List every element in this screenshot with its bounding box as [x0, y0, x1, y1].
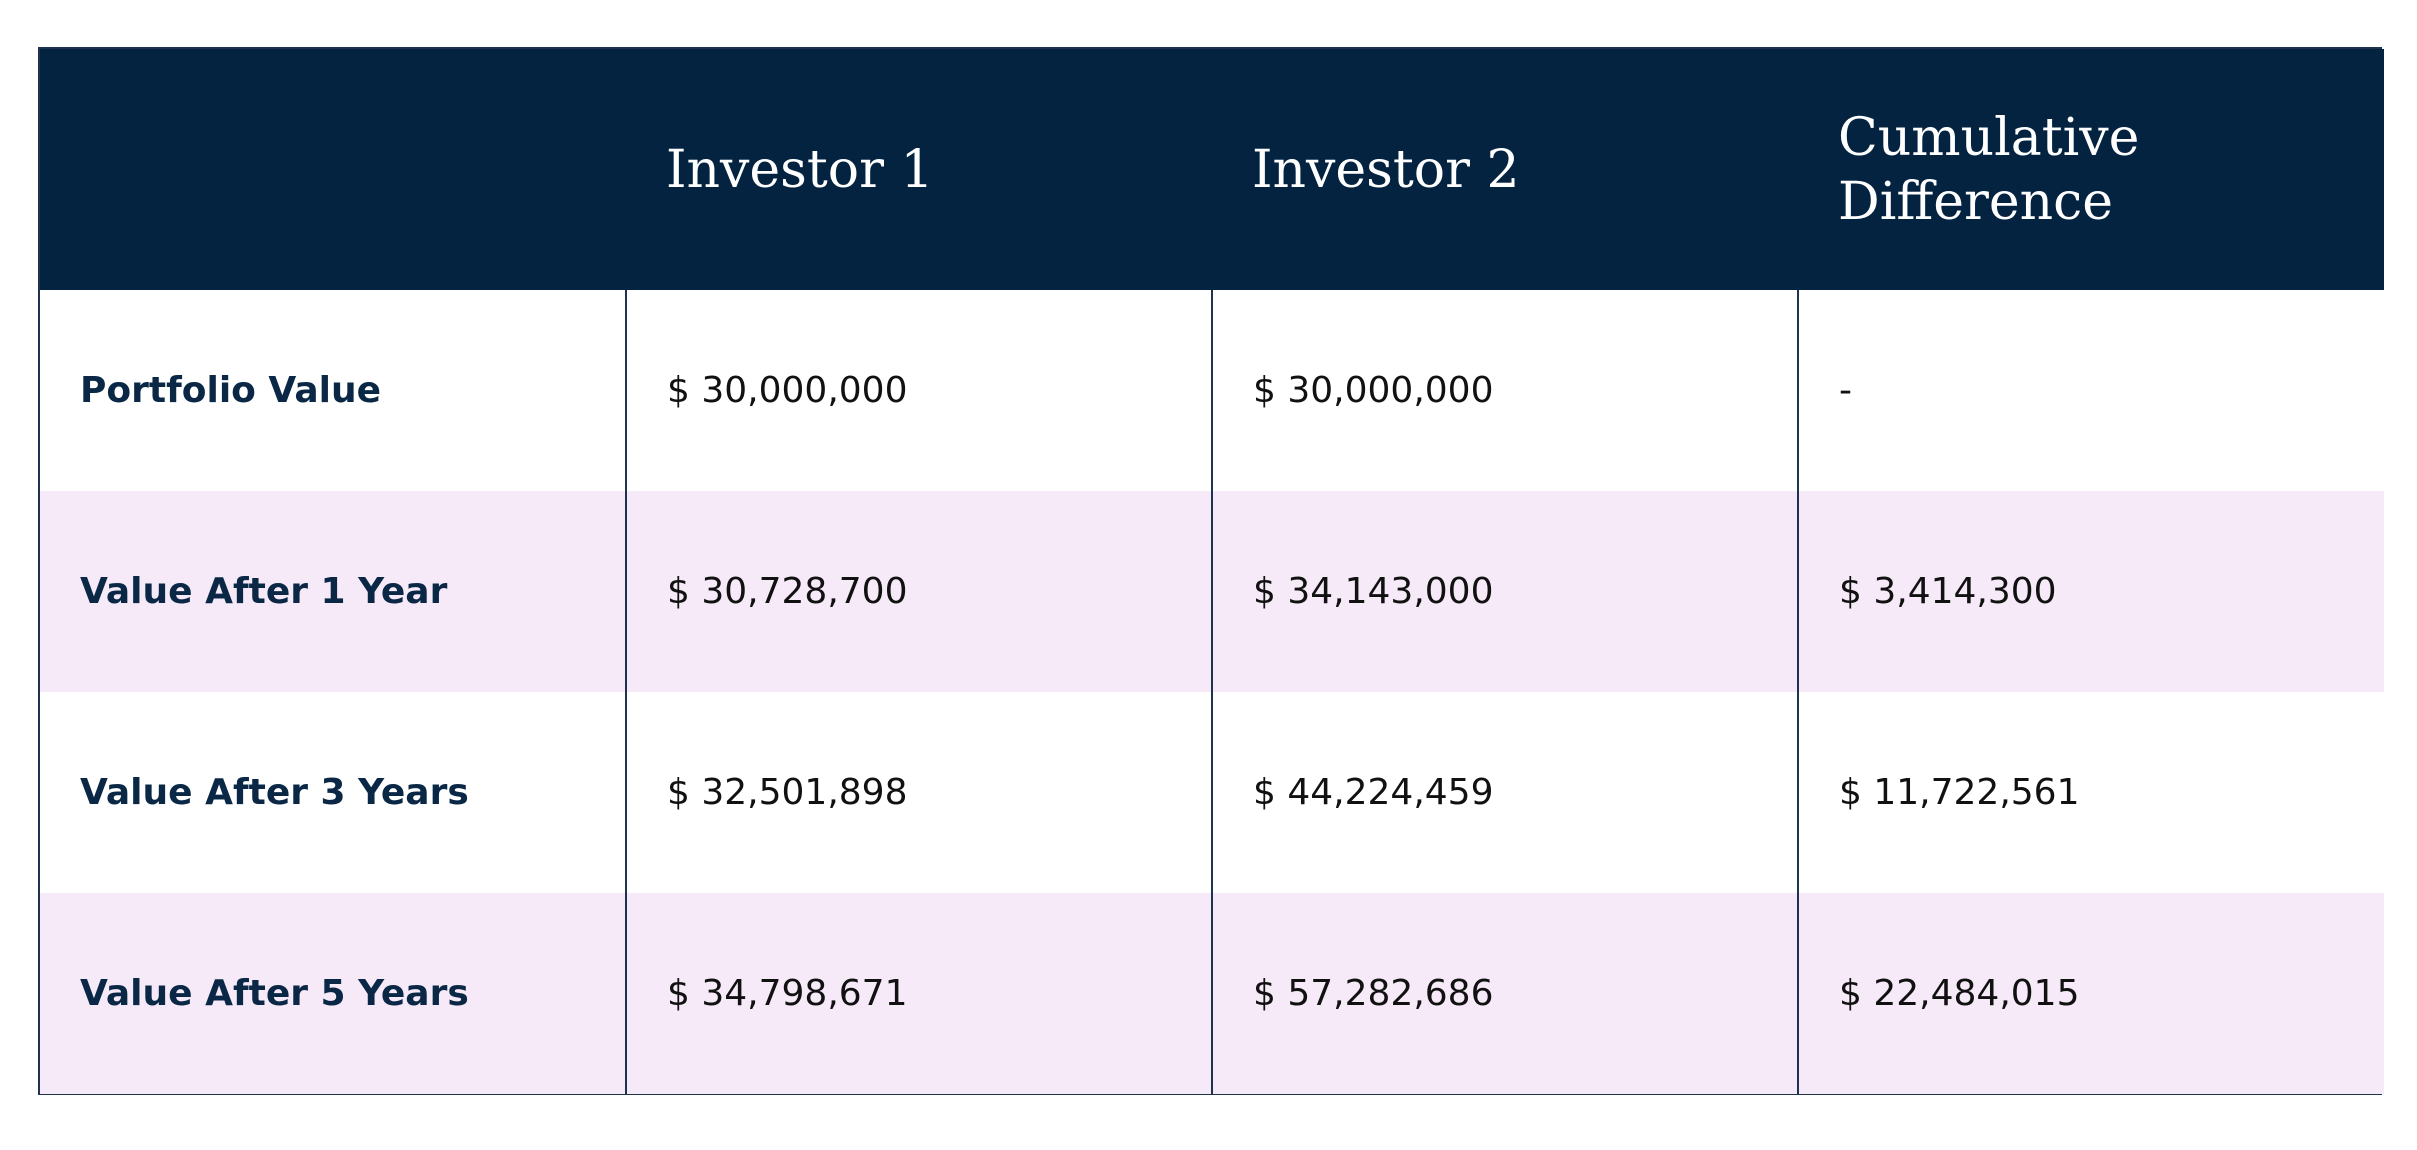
header-investor-1: Investor 1: [626, 49, 1212, 290]
cell-difference: -: [1797, 290, 2384, 491]
table-row-portfolio-value: Portfolio Value $ 30,000,000 $ 30,000,00…: [40, 290, 2384, 491]
row-label: Portfolio Value: [40, 290, 626, 491]
cell-investor-2: $ 30,000,000: [1211, 290, 1798, 491]
cell-difference: $ 11,722,561: [1797, 692, 2384, 893]
table-row-value-after-5-years: Value After 5 Years $ 34,798,671 $ 57,28…: [40, 893, 2384, 1094]
cell-investor-1: $ 30,728,700: [625, 491, 1212, 692]
header-cumulative-line-1: Cumulative: [1838, 107, 2140, 168]
comparison-table: Investor 1 Investor 2 Cumulative Differe…: [38, 47, 2384, 1095]
row-label: Value After 1 Year: [40, 491, 626, 692]
row-label: Value After 5 Years: [40, 893, 626, 1094]
investor-value-table: Investor 1 Investor 2 Cumulative Differe…: [40, 49, 2384, 1094]
table-row-value-after-1-year: Value After 1 Year $ 30,728,700 $ 34,143…: [40, 491, 2384, 692]
cell-investor-1: $ 32,501,898: [625, 692, 1212, 893]
row-label: Value After 3 Years: [40, 692, 626, 893]
cell-difference: $ 22,484,015: [1797, 893, 2384, 1094]
cell-investor-2: $ 44,224,459: [1211, 692, 1798, 893]
header-cell-empty: [40, 49, 626, 290]
cell-investor-1: $ 34,798,671: [625, 893, 1212, 1094]
cell-investor-1: $ 30,000,000: [625, 290, 1212, 491]
header-cumulative-difference: Cumulative Difference: [1798, 49, 2384, 290]
header-cumulative-line-2: Difference: [1838, 171, 2114, 232]
header-investor-2: Investor 2: [1212, 49, 1798, 290]
cell-difference: $ 3,414,300: [1797, 491, 2384, 692]
table-row-value-after-3-years: Value After 3 Years $ 32,501,898 $ 44,22…: [40, 692, 2384, 893]
cell-investor-2: $ 57,282,686: [1211, 893, 1798, 1094]
cell-investor-2: $ 34,143,000: [1211, 491, 1798, 692]
header-row: Investor 1 Investor 2 Cumulative Differe…: [40, 49, 2384, 290]
